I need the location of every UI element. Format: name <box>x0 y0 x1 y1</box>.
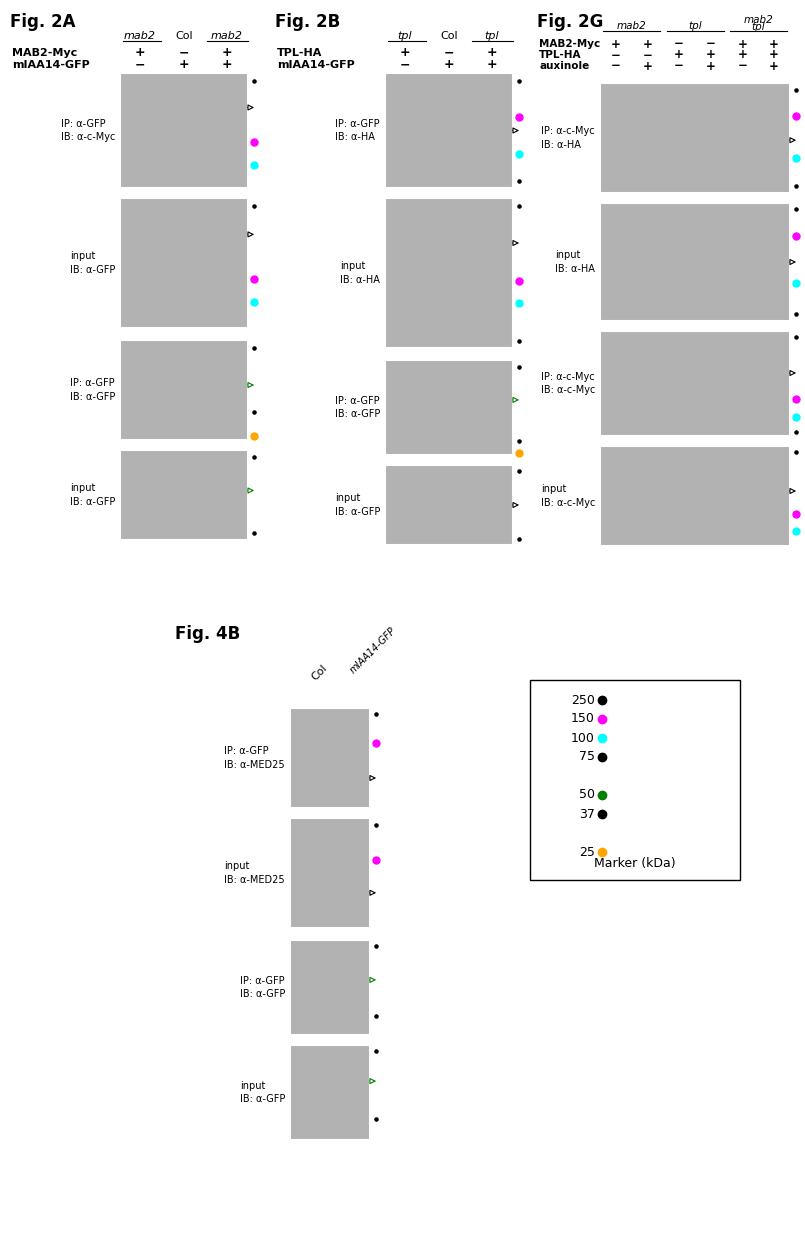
Text: +: + <box>706 48 716 62</box>
Text: mab2: mab2 <box>211 32 243 42</box>
Text: Fig. 2A: Fig. 2A <box>10 13 76 32</box>
Text: IP: α-GFP
IB: α-GFP: IP: α-GFP IB: α-GFP <box>69 378 115 402</box>
Bar <box>530 680 740 879</box>
Text: +: + <box>770 48 779 62</box>
Text: −: − <box>611 48 621 62</box>
Text: +: + <box>487 47 497 59</box>
Text: IP: α-GFP
IB: α-GFP: IP: α-GFP IB: α-GFP <box>240 976 285 999</box>
Text: IP: α-GFP
IB: α-MED25: IP: α-GFP IB: α-MED25 <box>225 746 285 770</box>
Text: −: − <box>444 47 454 59</box>
Text: tpl: tpl <box>398 32 412 42</box>
Text: input
IB: α-GFP: input IB: α-GFP <box>69 484 115 507</box>
Bar <box>600 83 790 193</box>
Text: Col: Col <box>310 663 329 682</box>
Text: IP: α-GFP
IB: α-HA: IP: α-GFP IB: α-HA <box>336 118 380 142</box>
Text: +: + <box>487 58 497 72</box>
Text: +: + <box>444 58 454 72</box>
Text: TPL-HA: TPL-HA <box>539 50 581 60</box>
Text: tpl: tpl <box>688 21 702 32</box>
Bar <box>600 331 790 436</box>
Bar <box>120 450 248 541</box>
Bar <box>600 446 790 546</box>
Text: input
IB: α-MED25: input IB: α-MED25 <box>225 862 285 885</box>
Text: +: + <box>134 47 146 59</box>
Text: input
IB: α-c-Myc: input IB: α-c-Myc <box>541 484 595 508</box>
Text: −: − <box>179 47 189 59</box>
Text: 250: 250 <box>571 693 595 707</box>
Text: +: + <box>642 59 652 73</box>
Text: −: − <box>642 48 652 62</box>
Bar <box>385 360 513 455</box>
Text: MAB2-Myc: MAB2-Myc <box>12 48 77 58</box>
Text: +: + <box>737 38 747 50</box>
Text: +: + <box>770 59 779 73</box>
Text: IP: α-c-Myc
IB: α-HA: IP: α-c-Myc IB: α-HA <box>542 126 595 150</box>
Text: −: − <box>134 58 145 72</box>
Text: input
IB: α-GFP: input IB: α-GFP <box>335 494 380 517</box>
Bar <box>385 198 513 348</box>
Text: tpl: tpl <box>485 32 499 42</box>
Text: auxinole: auxinole <box>539 60 589 71</box>
Text: Fig. 2B: Fig. 2B <box>275 13 341 32</box>
Bar <box>600 203 790 321</box>
Text: −: − <box>706 38 716 50</box>
Text: 75: 75 <box>579 751 595 764</box>
Text: 100: 100 <box>571 732 595 745</box>
Text: mab2: mab2 <box>124 32 156 42</box>
Text: mIAA14-GFP: mIAA14-GFP <box>277 60 355 71</box>
Text: +: + <box>611 38 621 50</box>
Text: +: + <box>706 59 716 73</box>
Text: input
IB: α-GFP: input IB: α-GFP <box>69 252 115 275</box>
Text: +: + <box>642 38 652 50</box>
Bar <box>290 1045 370 1140</box>
Bar <box>385 465 513 546</box>
Text: −: − <box>675 59 684 73</box>
Text: tpl: tpl <box>752 21 765 32</box>
Text: Marker (kDa): Marker (kDa) <box>594 857 676 869</box>
Text: mab2: mab2 <box>617 21 646 32</box>
Text: input
IB: α-HA: input IB: α-HA <box>555 251 595 273</box>
Text: 37: 37 <box>579 808 595 820</box>
Text: IP: α-GFP
IB: α-c-Myc: IP: α-GFP IB: α-c-Myc <box>60 118 115 142</box>
Bar <box>385 73 513 188</box>
Bar <box>290 818 370 929</box>
Text: mab2: mab2 <box>744 15 774 25</box>
Text: +: + <box>221 47 233 59</box>
Text: IP: α-GFP
IB: α-GFP: IP: α-GFP IB: α-GFP <box>335 396 380 420</box>
Bar <box>120 73 248 188</box>
Text: IP: α-c-Myc
IB: α-c-Myc: IP: α-c-Myc IB: α-c-Myc <box>541 372 595 396</box>
Text: input
IB: α-HA: input IB: α-HA <box>341 261 380 285</box>
Bar <box>120 198 248 328</box>
Text: −: − <box>675 38 684 50</box>
Text: mIAA14-GFP: mIAA14-GFP <box>348 625 398 675</box>
Text: −: − <box>611 59 621 73</box>
Text: Col: Col <box>440 32 458 42</box>
Text: +: + <box>675 48 684 62</box>
Bar <box>290 708 370 808</box>
Text: mIAA14-GFP: mIAA14-GFP <box>12 60 89 71</box>
Text: −: − <box>400 58 411 72</box>
Text: 50: 50 <box>579 789 595 801</box>
Text: −: − <box>737 59 747 73</box>
Bar <box>120 340 248 440</box>
Text: +: + <box>770 38 779 50</box>
Text: 150: 150 <box>571 712 595 726</box>
Text: Fig. 2G: Fig. 2G <box>537 13 604 32</box>
Text: 25: 25 <box>579 845 595 858</box>
Text: Col: Col <box>175 32 193 42</box>
Text: +: + <box>221 58 233 72</box>
Text: input
IB: α-GFP: input IB: α-GFP <box>240 1081 285 1104</box>
Text: TPL-HA: TPL-HA <box>277 48 322 58</box>
Text: +: + <box>400 47 411 59</box>
Text: Fig. 4B: Fig. 4B <box>175 625 240 643</box>
Text: +: + <box>179 58 189 72</box>
Text: MAB2-Myc: MAB2-Myc <box>539 39 601 49</box>
Text: +: + <box>737 48 747 62</box>
Bar <box>290 940 370 1034</box>
